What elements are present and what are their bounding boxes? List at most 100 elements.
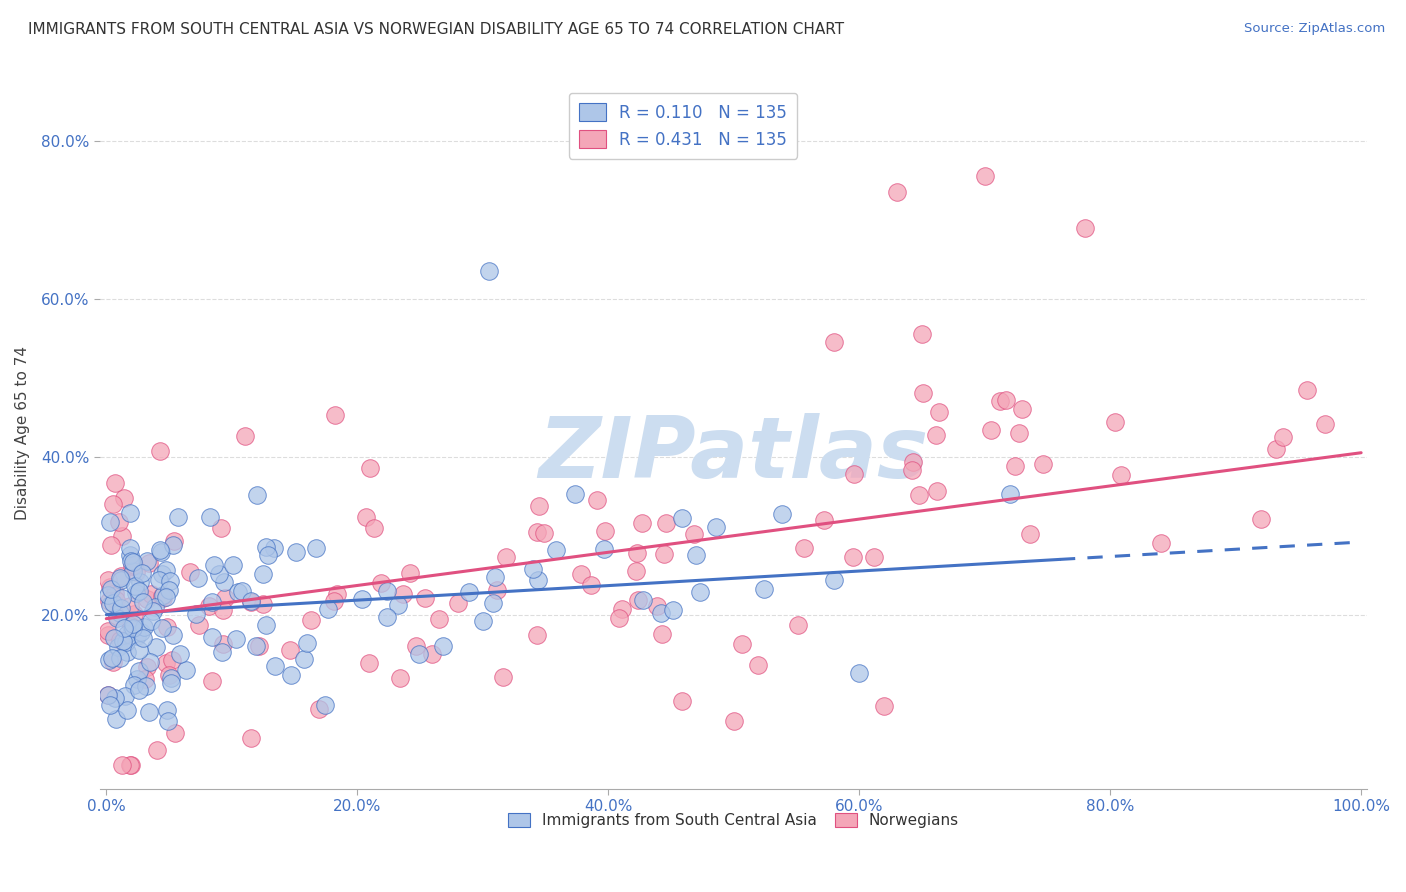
Point [375,583,398,598]
Point [118,548,141,562]
Point [118,599,141,613]
Point [280,668,302,682]
Point [139,587,162,601]
Point [117,627,139,641]
Point [651,627,673,641]
Point [108,606,131,620]
Point [101,656,124,670]
Point [105,593,128,607]
Point [1018,526,1040,541]
Point [723,714,745,729]
Point [526,573,548,587]
Point [903,455,925,469]
Point [128,683,150,698]
Point [630,516,652,530]
Point [98,515,121,529]
Point [121,622,143,636]
Point [793,541,815,556]
Point [645,599,668,613]
Point [128,583,150,598]
Point [263,541,285,556]
Point [593,524,616,539]
Point [150,567,173,582]
Point [201,630,224,644]
Point [110,600,132,615]
Point [124,579,146,593]
Point [257,548,280,562]
Point [252,566,274,581]
Point [159,574,181,588]
Point [231,583,253,598]
Point [121,621,143,635]
Point [201,594,224,608]
Point [627,593,650,607]
Point [564,487,586,501]
Point [125,672,148,686]
Point [998,487,1021,501]
Point [110,573,132,587]
Point [1150,536,1173,550]
Point [148,574,170,588]
Point [111,634,134,648]
Point [142,604,165,618]
Point [111,757,134,772]
Point [471,614,494,628]
Point [174,664,197,678]
Point [671,511,693,525]
Point [323,594,346,608]
Point [254,618,277,632]
Point [101,651,124,665]
Point [652,547,675,561]
Point [612,602,634,616]
Point [132,620,155,634]
Point [1074,220,1097,235]
Point [112,491,135,505]
Point [98,653,121,667]
Point [152,591,174,605]
Point [187,617,209,632]
Point [526,627,548,641]
Point [115,635,138,649]
Point [631,592,654,607]
Point [392,587,415,601]
Point [823,335,845,350]
Point [427,612,450,626]
Point [925,484,948,499]
Point [100,580,122,594]
Point [149,545,172,559]
Point [863,550,886,565]
Point [110,633,132,648]
Point [101,596,124,610]
Text: IMMIGRANTS FROM SOUTH CENTRAL ASIA VS NORWEGIAN DISABILITY AGE 65 TO 74 CORRELAT: IMMIGRANTS FROM SOUTH CENTRAL ASIA VS NO… [28,22,844,37]
Point [1313,417,1336,431]
Point [624,564,647,578]
Point [96,624,118,638]
Point [115,703,138,717]
Point [326,587,349,601]
Point [101,497,124,511]
Point [179,566,201,580]
Point [752,582,775,596]
Point [114,621,136,635]
Legend: Immigrants from South Central Asia, Norwegians: Immigrants from South Central Asia, Norw… [502,806,965,834]
Point [263,659,285,673]
Point [162,653,184,667]
Point [240,731,263,745]
Point [146,743,169,757]
Point [115,645,138,659]
Point [125,629,148,643]
Point [97,688,120,702]
Point [585,493,607,508]
Point [533,526,555,541]
Point [162,538,184,552]
Point [100,582,122,596]
Point [1032,457,1054,471]
Point [125,586,148,600]
Point [135,592,157,607]
Point [150,622,173,636]
Point [110,571,132,585]
Point [988,394,1011,409]
Point [375,610,398,624]
Point [522,562,544,576]
Point [149,444,172,458]
